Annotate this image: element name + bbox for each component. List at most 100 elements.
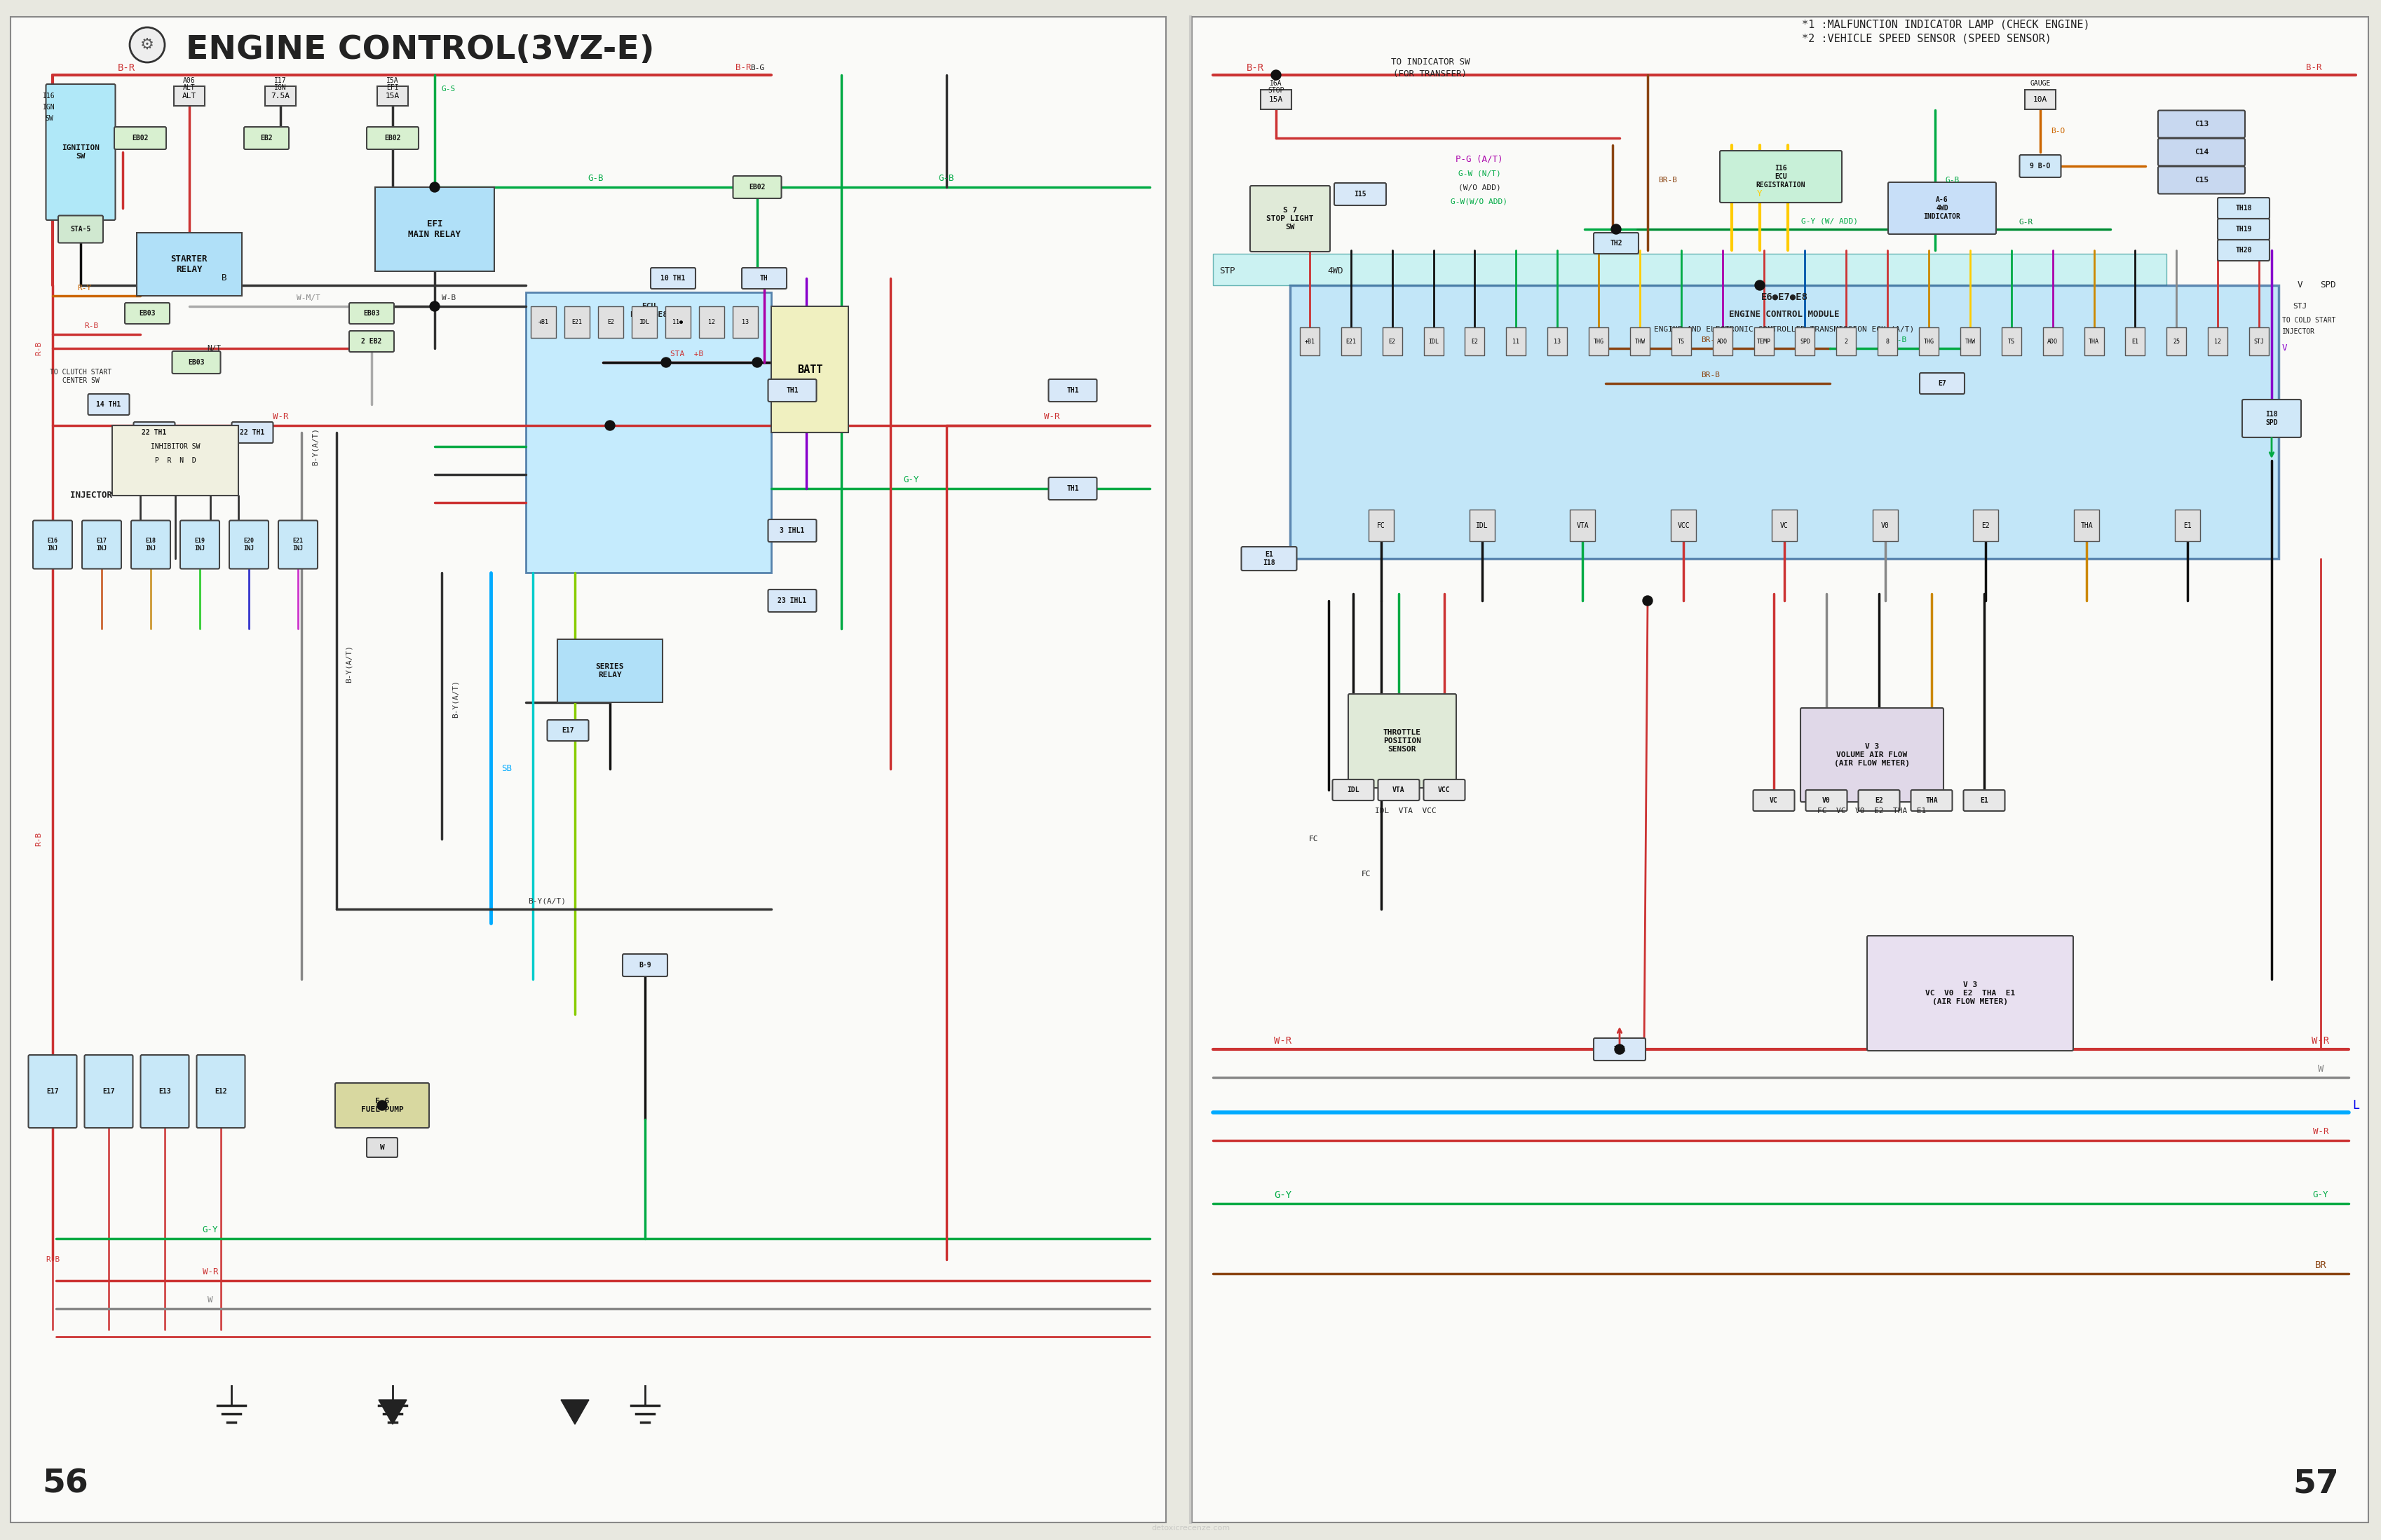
Bar — [136, 233, 243, 296]
Bar — [733, 306, 757, 337]
Text: +B1: +B1 — [538, 319, 548, 325]
FancyBboxPatch shape — [350, 331, 393, 351]
Text: 14 TH1: 14 TH1 — [95, 400, 121, 408]
Text: *1 :MALFUNCTION INDICATOR LAMP (CHECK ENGINE): *1 :MALFUNCTION INDICATOR LAMP (CHECK EN… — [1802, 18, 2091, 29]
Text: I16: I16 — [43, 92, 55, 100]
FancyBboxPatch shape — [1800, 708, 1943, 802]
Text: IGN: IGN — [274, 85, 286, 91]
Text: G-S: G-S — [440, 86, 455, 92]
Text: C15: C15 — [2195, 177, 2210, 183]
Bar — [1588, 328, 1610, 356]
FancyBboxPatch shape — [1805, 790, 1848, 812]
Text: TH1: TH1 — [786, 387, 798, 394]
Text: R-B: R-B — [36, 832, 43, 845]
FancyBboxPatch shape — [124, 303, 169, 323]
Text: 23 IHL1: 23 IHL1 — [779, 598, 807, 604]
Text: FC: FC — [1362, 870, 1371, 878]
Bar — [2174, 510, 2200, 541]
Text: G-B: G-B — [938, 174, 955, 183]
Bar — [1300, 328, 1319, 356]
Bar — [1960, 328, 1981, 356]
FancyBboxPatch shape — [1048, 379, 1098, 402]
Text: I15: I15 — [1355, 191, 1367, 197]
Text: E12: E12 — [214, 1087, 226, 1095]
FancyBboxPatch shape — [769, 379, 817, 402]
Text: EB03: EB03 — [364, 310, 381, 317]
Text: G-B: G-B — [588, 174, 605, 183]
Bar — [1464, 328, 1486, 356]
Text: EFI
MAIN RELAY: EFI MAIN RELAY — [410, 219, 462, 239]
Text: SW: SW — [45, 116, 52, 122]
FancyBboxPatch shape — [140, 1055, 188, 1127]
Bar — [1771, 510, 1798, 541]
Text: 25: 25 — [2174, 339, 2181, 345]
FancyBboxPatch shape — [45, 85, 114, 220]
Text: E1: E1 — [1981, 798, 1988, 804]
Bar — [112, 425, 238, 496]
Text: I6A: I6A — [1269, 80, 1283, 86]
Text: W-R: W-R — [1043, 413, 1060, 422]
Text: IDL: IDL — [1348, 787, 1360, 793]
Bar — [2002, 328, 2021, 356]
Text: SB: SB — [502, 764, 512, 773]
Text: (W/O ADD): (W/O ADD) — [1457, 183, 1500, 191]
Text: EFI: EFI — [386, 85, 398, 91]
Text: TH1: TH1 — [1067, 387, 1079, 394]
Text: V 3
VOLUME AIR FLOW
(AIR FLOW METER): V 3 VOLUME AIR FLOW (AIR FLOW METER) — [1833, 744, 1910, 767]
Text: ECU
E6●E7●E8: ECU E6●E7●E8 — [629, 303, 667, 317]
Bar — [2250, 328, 2269, 356]
Polygon shape — [379, 1400, 407, 1424]
FancyBboxPatch shape — [88, 394, 129, 414]
Bar — [2083, 328, 2105, 356]
Bar — [2207, 328, 2229, 356]
Text: 2 EB2: 2 EB2 — [362, 337, 381, 345]
Text: 13: 13 — [1555, 339, 1562, 345]
Text: STA  +B: STA +B — [671, 351, 705, 357]
Text: BR-B: BR-B — [1657, 177, 1676, 183]
Text: B-Y(A/T): B-Y(A/T) — [345, 645, 352, 682]
Text: 12: 12 — [707, 319, 714, 325]
Bar — [1193, 17, 2369, 1523]
Text: VTA: VTA — [1576, 522, 1588, 530]
Text: E17: E17 — [102, 1087, 114, 1095]
Text: TH1: TH1 — [1067, 485, 1079, 493]
Text: 8: 8 — [1886, 339, 1888, 345]
FancyBboxPatch shape — [1593, 1038, 1645, 1061]
Text: 9 B-O: 9 B-O — [2031, 163, 2050, 169]
Text: R-Y: R-Y — [76, 285, 90, 291]
Bar — [526, 293, 771, 573]
Text: 3 IHL1: 3 IHL1 — [781, 527, 805, 534]
Bar — [1569, 510, 1595, 541]
Bar — [1548, 328, 1567, 356]
Bar — [1671, 328, 1691, 356]
Text: E19
INJ: E19 INJ — [195, 537, 205, 551]
Text: V0: V0 — [1821, 798, 1831, 804]
Text: 15A: 15A — [1269, 95, 1283, 103]
Text: EB03: EB03 — [188, 359, 205, 367]
Text: SERIES
RELAY: SERIES RELAY — [595, 664, 624, 679]
Text: 2: 2 — [1845, 339, 1848, 345]
FancyBboxPatch shape — [743, 268, 786, 290]
Text: E17: E17 — [562, 727, 574, 735]
Text: THG: THG — [1593, 339, 1605, 345]
FancyBboxPatch shape — [1919, 373, 1964, 394]
Bar — [531, 306, 557, 337]
Bar — [1631, 328, 1650, 356]
FancyBboxPatch shape — [367, 126, 419, 149]
Text: E1
I18: E1 I18 — [1262, 551, 1276, 567]
Text: 7.5A: 7.5A — [271, 92, 290, 100]
Bar — [1469, 510, 1495, 541]
FancyBboxPatch shape — [1333, 183, 1386, 205]
Text: G-B: G-B — [1945, 177, 1960, 183]
Bar — [664, 306, 690, 337]
FancyBboxPatch shape — [243, 126, 288, 149]
Text: TH20: TH20 — [2236, 246, 2252, 254]
Text: E21: E21 — [1345, 339, 1357, 345]
Circle shape — [752, 357, 762, 368]
Text: V: V — [2298, 280, 2302, 290]
FancyBboxPatch shape — [171, 351, 221, 374]
Text: E6●E7●E8: E6●E7●E8 — [1762, 293, 1807, 302]
Text: detoxicrecenze.com: detoxicrecenze.com — [1150, 1525, 1231, 1532]
Text: W-R: W-R — [271, 413, 288, 422]
FancyBboxPatch shape — [1912, 790, 1952, 812]
